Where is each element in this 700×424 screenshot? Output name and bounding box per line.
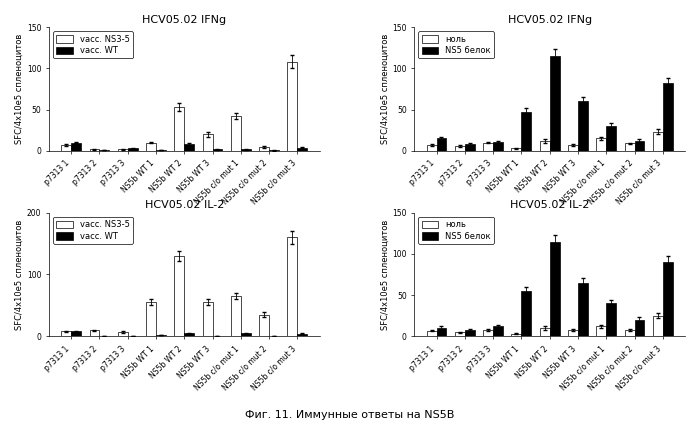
Bar	[512, 334, 522, 336]
Text: Фиг. 11. Иммунные ответы на NS5B: Фиг. 11. Иммунные ответы на NS5B	[245, 410, 455, 420]
Bar	[184, 144, 194, 151]
Bar	[522, 291, 531, 336]
Bar	[455, 332, 465, 336]
Legend: ноль, NS5 белок: ноль, NS5 белок	[419, 31, 494, 59]
Bar	[174, 107, 184, 151]
Title: HCV05.02 IL-2: HCV05.02 IL-2	[510, 201, 589, 210]
Bar	[71, 142, 81, 151]
Bar	[61, 145, 71, 151]
Bar	[568, 145, 578, 151]
Bar	[493, 142, 503, 151]
Bar	[483, 330, 493, 336]
Bar	[99, 150, 109, 151]
Bar	[71, 332, 81, 336]
Title: HCV05.02 IL-2: HCV05.02 IL-2	[145, 201, 224, 210]
Bar	[512, 148, 522, 151]
Bar	[663, 262, 673, 336]
Y-axis label: SFC/4x10e5 спленоцитов: SFC/4x10e5 спленоцитов	[380, 219, 389, 329]
Bar	[259, 315, 269, 336]
Bar	[493, 326, 503, 336]
Bar	[202, 302, 213, 336]
Bar	[231, 116, 241, 151]
Bar	[653, 316, 663, 336]
Bar	[483, 142, 493, 151]
Bar	[596, 139, 606, 151]
Bar	[455, 146, 465, 151]
Bar	[606, 303, 616, 336]
Bar	[288, 62, 298, 151]
Y-axis label: SFC/4x10e5 спленоцитов: SFC/4x10e5 спленоцитов	[15, 219, 24, 329]
Bar	[653, 132, 663, 151]
Bar	[90, 330, 99, 336]
Title: HCV05.02 IFNg: HCV05.02 IFNg	[508, 15, 592, 25]
Legend: vacc. NS3-5, vacc. WT: vacc. NS3-5, vacc. WT	[53, 31, 133, 59]
Bar	[202, 134, 213, 151]
Bar	[259, 147, 269, 151]
Bar	[522, 112, 531, 151]
Bar	[578, 283, 588, 336]
Bar	[298, 148, 307, 151]
Bar	[118, 332, 127, 336]
Bar	[663, 83, 673, 151]
Bar	[127, 148, 138, 151]
Bar	[90, 149, 99, 151]
Bar	[156, 335, 166, 336]
Bar	[578, 101, 588, 151]
Bar	[241, 333, 251, 336]
Bar	[288, 237, 298, 336]
Bar	[231, 296, 241, 336]
Bar	[61, 332, 71, 336]
Bar	[624, 143, 634, 151]
Bar	[596, 326, 606, 336]
Bar	[146, 302, 156, 336]
Bar	[146, 142, 156, 151]
Bar	[465, 144, 475, 151]
Bar	[437, 328, 447, 336]
Bar	[568, 330, 578, 336]
Bar	[156, 150, 166, 151]
Bar	[426, 145, 437, 151]
Bar	[624, 330, 634, 336]
Title: HCV05.02 IFNg: HCV05.02 IFNg	[142, 15, 226, 25]
Bar	[213, 149, 223, 151]
Legend: ноль, NS5 белок: ноль, NS5 белок	[419, 217, 494, 244]
Y-axis label: SFC/4x10e5 сплeноцитов: SFC/4x10e5 сплeноцитов	[15, 34, 24, 144]
Y-axis label: SFC/4x10e5 сплeноцитов: SFC/4x10e5 сплeноцитов	[380, 34, 389, 144]
Bar	[298, 334, 307, 336]
Bar	[184, 333, 194, 336]
Bar	[550, 242, 559, 336]
Bar	[606, 126, 616, 151]
Bar	[634, 320, 645, 336]
Bar	[465, 330, 475, 336]
Bar	[241, 149, 251, 151]
Bar	[174, 256, 184, 336]
Bar	[540, 141, 550, 151]
Bar	[118, 149, 127, 151]
Bar	[550, 56, 559, 151]
Bar	[437, 139, 447, 151]
Legend: vacc. NS3-5, vacc. WT: vacc. NS3-5, vacc. WT	[53, 217, 133, 244]
Bar	[426, 331, 437, 336]
Bar	[634, 141, 645, 151]
Bar	[540, 328, 550, 336]
